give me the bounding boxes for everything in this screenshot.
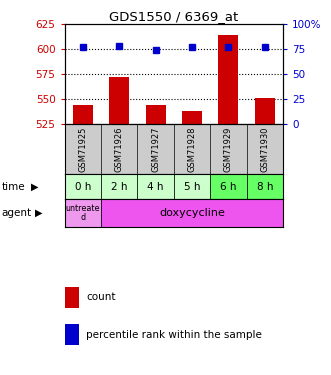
Bar — [101, 174, 137, 200]
Text: GSM71927: GSM71927 — [151, 127, 160, 172]
Text: ▶: ▶ — [31, 182, 39, 192]
Text: count: count — [86, 292, 116, 302]
Bar — [247, 174, 283, 200]
Text: 2 h: 2 h — [111, 182, 127, 192]
Text: agent: agent — [2, 208, 32, 218]
Bar — [146, 105, 166, 125]
Bar — [174, 174, 210, 200]
Bar — [210, 174, 247, 200]
Text: GSM71930: GSM71930 — [260, 127, 269, 172]
Bar — [65, 200, 101, 227]
Text: time: time — [2, 182, 25, 192]
Title: GDS1550 / 6369_at: GDS1550 / 6369_at — [109, 10, 238, 23]
Text: percentile rank within the sample: percentile rank within the sample — [86, 330, 262, 340]
Bar — [109, 77, 129, 125]
Text: 0 h: 0 h — [74, 182, 91, 192]
Bar — [73, 105, 93, 125]
Text: 5 h: 5 h — [184, 182, 200, 192]
Text: doxycycline: doxycycline — [159, 208, 225, 218]
Text: ▶: ▶ — [35, 208, 42, 218]
Bar — [65, 174, 101, 200]
Bar — [218, 35, 238, 124]
Bar — [182, 111, 202, 125]
Text: GSM71925: GSM71925 — [78, 127, 87, 172]
Bar — [101, 200, 283, 227]
Text: 4 h: 4 h — [147, 182, 164, 192]
Text: GSM71928: GSM71928 — [187, 127, 197, 172]
Text: untreate
d: untreate d — [66, 204, 100, 222]
Text: GSM71929: GSM71929 — [224, 127, 233, 172]
Bar — [137, 174, 174, 200]
Text: 6 h: 6 h — [220, 182, 237, 192]
Text: 8 h: 8 h — [257, 182, 273, 192]
Text: GSM71926: GSM71926 — [115, 127, 124, 172]
Bar — [255, 98, 275, 124]
